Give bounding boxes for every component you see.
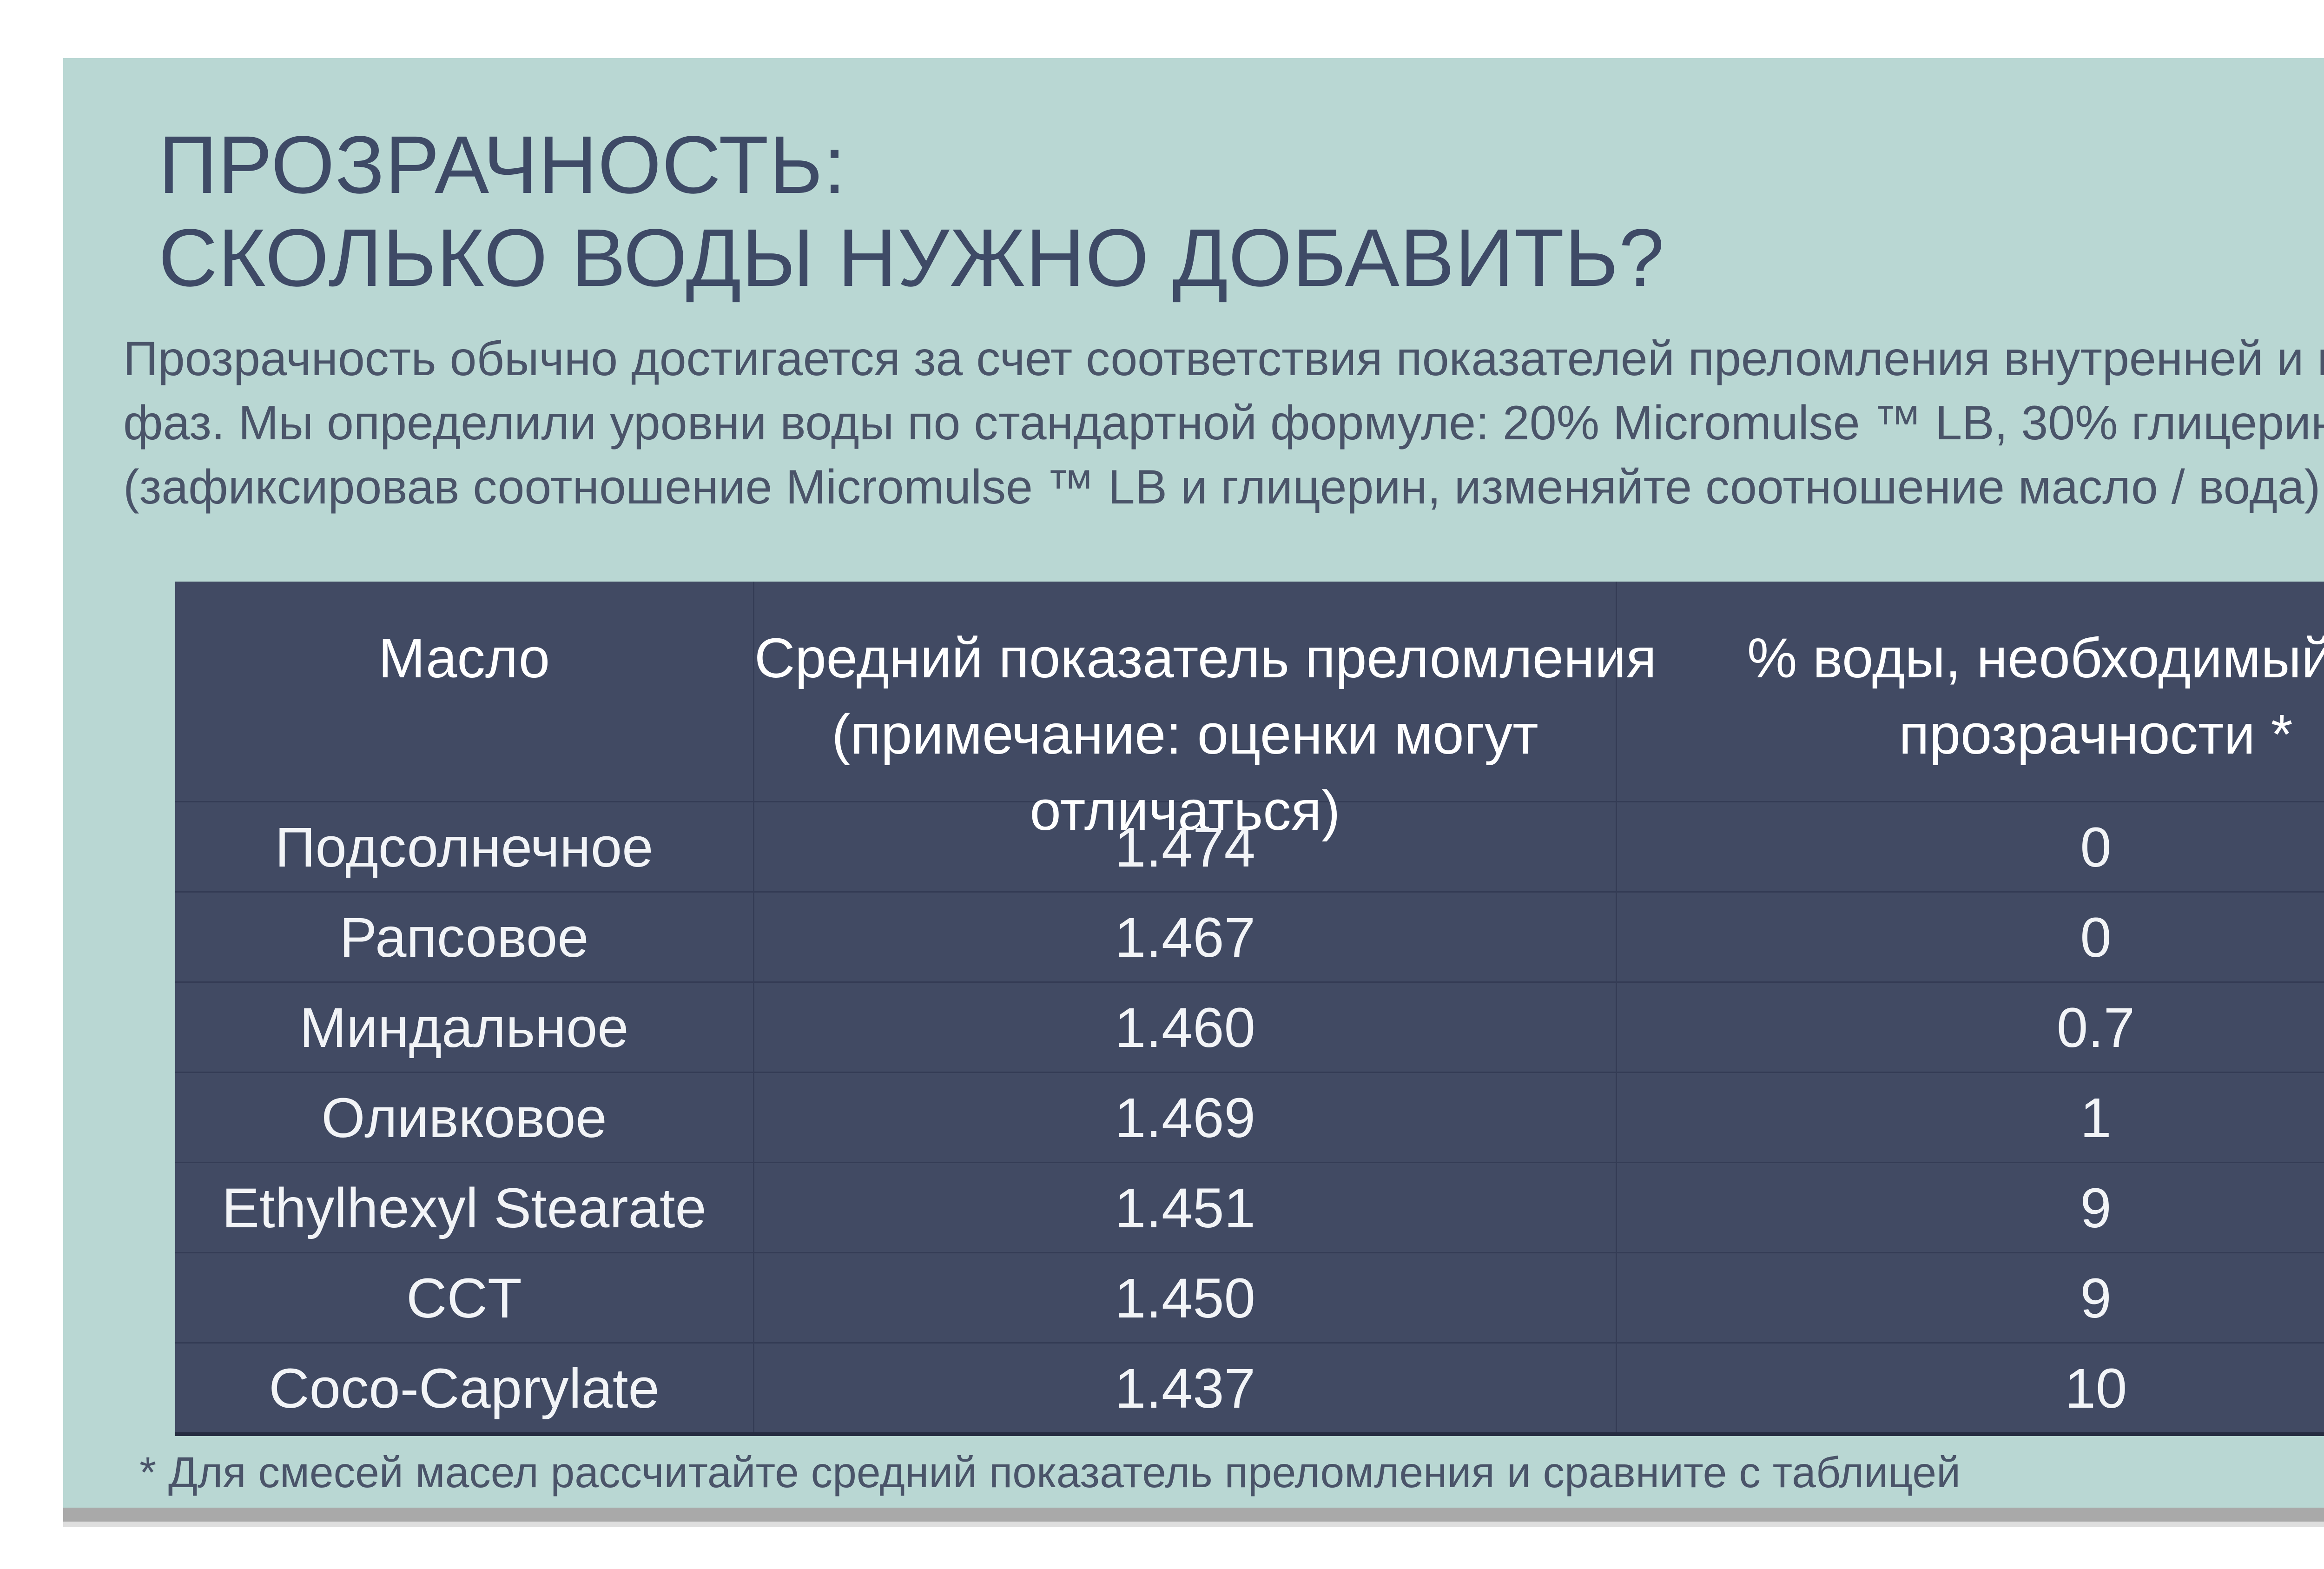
header-line: отличаться): [1030, 779, 1340, 842]
cell-water-percent: 1: [1616, 1073, 2324, 1162]
cell-oil: Coco-Caprylate: [269, 1356, 660, 1420]
header-line: % воды, необходимый для: [1747, 626, 2324, 689]
cell-refractive-index: 1.474: [753, 802, 1616, 891]
table-header-row: Масло Средний показатель преломления (прим…: [175, 582, 2324, 842]
table-row-7: Coco-Caprylate 1.437 10: [175, 1342, 2324, 1432]
cell-water-percent: 9: [1616, 1163, 2324, 1252]
cell-water-percent: 10: [1616, 1344, 2324, 1432]
intro-line-1: Прозрачность обычно достигается за счет …: [123, 332, 2324, 386]
cell-refractive-index: 1.437: [753, 1344, 1616, 1432]
page-title: ПРОЗРАЧНОСТЬ: СКОЛЬКО ВОДЫ НУЖНО ДОБАВИТ…: [158, 119, 1665, 305]
slide-bottom-gray-bar: [63, 1508, 2324, 1522]
table-row-1: Подсолнечное 1.474 0: [175, 801, 2324, 891]
cell-oil: Миндальное: [299, 995, 629, 1059]
header-line: Масло: [378, 626, 550, 689]
slide-bottom-light-edge: [63, 1522, 2324, 1527]
cell-oil: Подсолнечное: [275, 815, 654, 879]
cell-oil: Рапсовое: [339, 905, 589, 969]
cell-oil: Ethylhexyl Stearate: [222, 1176, 706, 1239]
title-line-1: ПРОЗРАЧНОСТЬ:: [158, 119, 846, 211]
intro-line-2: фаз. Мы определили уровни воды по станда…: [123, 396, 2324, 450]
header-cell-refractive-index: Средний показатель преломления (примечани…: [753, 582, 1657, 842]
intro-line-3: (зафиксировав соотношение Micromulse ™ L…: [123, 460, 2321, 514]
table-row-3: Миндальное 1.460 0.7: [175, 981, 2324, 1072]
cell-water-percent: 0: [1616, 893, 2324, 981]
cell-refractive-index: 1.467: [753, 893, 1616, 981]
cell-oil: CCT: [406, 1266, 522, 1330]
cell-refractive-index: 1.450: [753, 1253, 1616, 1342]
cell-refractive-index: 1.460: [753, 983, 1616, 1072]
footnote: * Для смесей масел рассчитайте средний п…: [139, 1448, 1961, 1496]
header-line: прозрачности *: [1899, 702, 2293, 766]
header-cell-oil: Масло: [175, 582, 753, 801]
cell-water-percent: 0.7: [1616, 983, 2324, 1072]
cell-oil: Оливковое: [321, 1086, 607, 1149]
table-row-4: Оливковое 1.469 1: [175, 1072, 2324, 1162]
cell-refractive-index: 1.451: [753, 1163, 1616, 1252]
table-row-6: CCT 1.450 9: [175, 1252, 2324, 1342]
cell-refractive-index: 1.469: [753, 1073, 1616, 1162]
header-line: Средний показатель преломления: [754, 626, 1657, 689]
header-line: (примечание: оценки могут: [832, 702, 1538, 766]
oils-refraction-table: Масло Средний показатель преломления (прим…: [175, 582, 2324, 1436]
slide: ПРОЗРАЧНОСТЬ: СКОЛЬКО ВОДЫ НУЖНО ДОБАВИТ…: [63, 58, 2324, 1508]
cell-water-percent: 0: [1616, 802, 2324, 891]
header-cell-water-percent: % воды, необходимый для прозрачности *: [1616, 582, 2324, 801]
title-line-2: СКОЛЬКО ВОДЫ НУЖНО ДОБАВИТЬ?: [158, 212, 1665, 304]
cell-water-percent: 9: [1616, 1253, 2324, 1342]
intro-paragraph: Прозрачность обычно достигается за счет …: [123, 327, 2324, 519]
table-row-5: Ethylhexyl Stearate 1.451 9: [175, 1162, 2324, 1252]
table-row-2: Рапсовое 1.467 0: [175, 891, 2324, 981]
